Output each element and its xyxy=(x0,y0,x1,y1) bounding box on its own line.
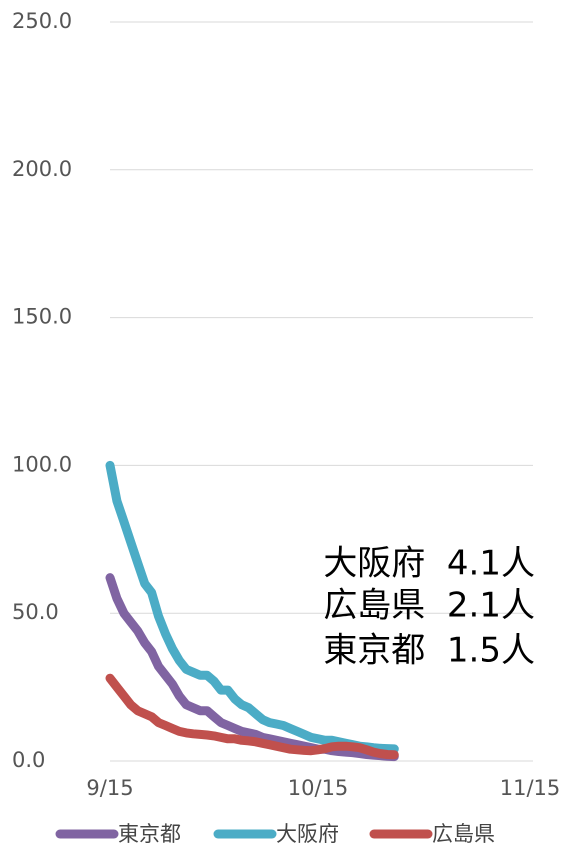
y-tick-label: 100.0 xyxy=(12,452,72,476)
legend-label: 東京都 xyxy=(118,822,181,846)
y-tick-label: 150.0 xyxy=(12,305,72,329)
y-tick-label: 200.0 xyxy=(12,157,72,181)
annotation: 広島県 2.1人 xyxy=(323,586,535,626)
series-line xyxy=(105,573,399,762)
y-tick-label: 50.0 xyxy=(12,600,59,624)
x-tick-label: 9/15 xyxy=(86,776,133,800)
series-line xyxy=(105,673,399,760)
y-tick-label: 250.0 xyxy=(12,9,72,33)
annotation: 東京都 1.5人 xyxy=(323,631,535,671)
y-tick-label: 0.0 xyxy=(12,748,45,772)
x-tick-label: 11/15 xyxy=(500,776,561,800)
legend-label: 広島県 xyxy=(432,822,495,846)
annotation: 大阪府 4.1人 xyxy=(323,544,535,584)
x-tick-label: 10/15 xyxy=(288,776,349,800)
legend-label: 大阪府 xyxy=(276,822,339,846)
